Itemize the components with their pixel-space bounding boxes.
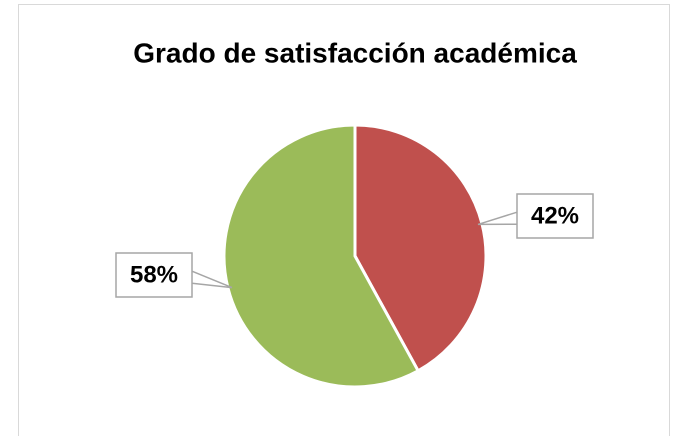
data-label: 42% [531, 202, 579, 229]
label-box [477, 193, 594, 239]
chart-title: Grado de satisfacción académica [133, 37, 577, 68]
label-box-cover [189, 272, 191, 283]
data-label: 58% [130, 261, 178, 288]
label-box [115, 252, 233, 298]
pie-slice [222, 123, 421, 389]
label-box-cover [518, 213, 520, 224]
